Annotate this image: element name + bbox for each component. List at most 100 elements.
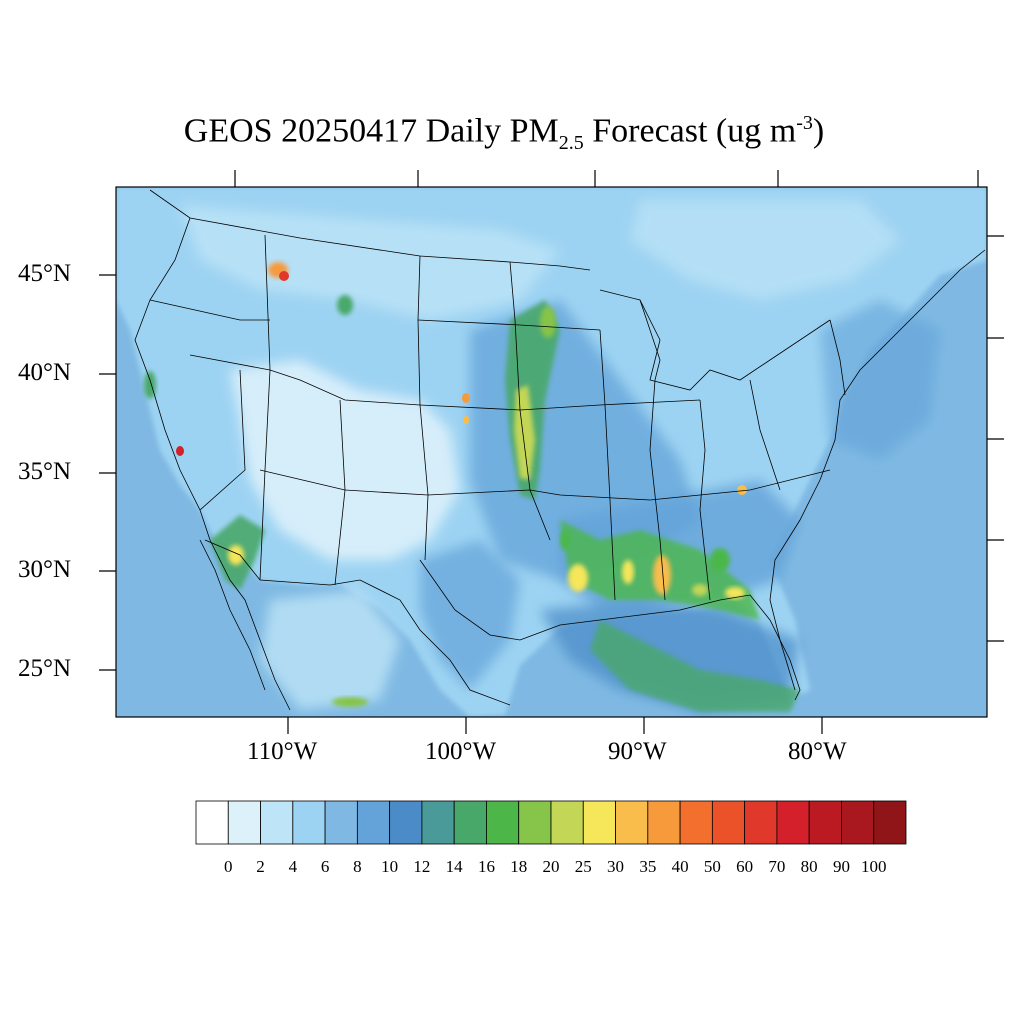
colorbar-box bbox=[776, 800, 810, 845]
colorbar-tick-label: 25 bbox=[574, 857, 592, 876]
colorbar-tick-label: 50 bbox=[703, 857, 721, 876]
colorbar-box bbox=[518, 800, 552, 845]
colorbar-tick-label: 10 bbox=[381, 857, 399, 876]
hotspot-gulf-coast bbox=[692, 584, 708, 596]
low-pm-west bbox=[230, 360, 460, 560]
colorbar-tick-label: 18 bbox=[510, 857, 528, 876]
hotspot-mississippi bbox=[622, 560, 634, 584]
lon-label-110w: 110°W bbox=[247, 738, 318, 765]
hotspot-arizona bbox=[228, 545, 244, 565]
colorbar-box bbox=[324, 800, 358, 845]
hotspot-nebraska bbox=[462, 393, 470, 403]
colorbar-tick-label: 12 bbox=[413, 857, 431, 876]
colorbar-tick-label: 6 bbox=[320, 857, 330, 876]
colorbar-box bbox=[647, 800, 681, 845]
hotspot-arkansas bbox=[560, 530, 570, 550]
state-line-13 bbox=[749, 379, 781, 491]
colorbar-tick-label: 8 bbox=[353, 857, 362, 876]
title-subscript: 2.5 bbox=[558, 132, 584, 155]
lat-label-45n: 45°N bbox=[18, 260, 72, 287]
hotspot-georgia bbox=[710, 548, 730, 572]
colorbar-box bbox=[356, 800, 391, 845]
colorbar-box bbox=[389, 800, 423, 845]
hotspot-idaho-2 bbox=[279, 271, 289, 281]
state-line-5 bbox=[509, 261, 551, 541]
smoke-plume-gulf bbox=[590, 620, 800, 712]
state-line-6 bbox=[259, 469, 831, 501]
colorbar-tick-label: 30 bbox=[607, 857, 625, 876]
left-ticks bbox=[99, 274, 116, 671]
lon-label-90w: 90°W bbox=[608, 738, 667, 765]
colorbar-box bbox=[873, 800, 907, 845]
colorbar-box bbox=[679, 800, 713, 845]
colorbar-box bbox=[615, 800, 649, 845]
state-line-9 bbox=[649, 379, 666, 601]
lon-label-100w: 100°W bbox=[425, 738, 497, 765]
baja-coast bbox=[199, 539, 266, 691]
colorbar-box bbox=[227, 800, 261, 845]
lat-label-40n: 40°N bbox=[18, 359, 72, 386]
mid-pm-texas bbox=[420, 540, 520, 690]
colorbar-box bbox=[582, 800, 616, 845]
title-text: GEOS 20250417 Daily PM bbox=[183, 112, 559, 150]
colorbar-box bbox=[841, 800, 875, 845]
colorbar-box bbox=[550, 800, 584, 845]
hotspot-wyoming bbox=[337, 295, 353, 315]
hotspot-sierra bbox=[144, 371, 156, 399]
colorbar-box bbox=[260, 800, 294, 845]
smoke-plume-plains-core bbox=[514, 385, 535, 480]
hotspot-tennessee bbox=[737, 485, 747, 495]
low-pm-mexico bbox=[260, 590, 400, 710]
title-superscript: -3 bbox=[796, 112, 813, 134]
lon-label-80w: 80°W bbox=[788, 738, 847, 765]
state-line-14 bbox=[829, 319, 846, 396]
state-line-11 bbox=[149, 299, 270, 321]
colorbar-tick-label: 14 bbox=[445, 857, 463, 876]
hotspot-iowa bbox=[540, 306, 556, 338]
lat-label-35n: 35°N bbox=[18, 458, 72, 485]
colorbar-tick-label: 100 bbox=[860, 857, 887, 876]
colorbar-boxes bbox=[195, 800, 907, 845]
lat-label-30n: 30°N bbox=[18, 556, 72, 583]
colorbar-tick-label: 70 bbox=[768, 857, 786, 876]
colorbar-tick-label: 40 bbox=[671, 857, 689, 876]
colorbar-box bbox=[744, 800, 778, 845]
title-units-text: Forecast (ug m bbox=[583, 112, 797, 150]
state-line-7 bbox=[417, 319, 601, 331]
state-line-8 bbox=[599, 329, 616, 601]
colorbar-tick-label: 90 bbox=[832, 857, 850, 876]
mid-pm-eastcoast bbox=[820, 300, 940, 460]
state-line-4 bbox=[417, 255, 429, 561]
colorbar-box bbox=[421, 800, 455, 845]
state-line-1 bbox=[189, 354, 701, 411]
gulf-coast bbox=[419, 559, 801, 701]
colorbar-tick-label: 0 bbox=[224, 857, 233, 876]
hotspot-california bbox=[176, 446, 184, 456]
map-title: GEOS 20250417 Daily PM2.5 Forecast (ug m… bbox=[0, 112, 1024, 155]
title-suffix: ) bbox=[812, 112, 825, 150]
colorbar-tick-label: 60 bbox=[736, 857, 754, 876]
colorbar-box bbox=[808, 800, 842, 845]
coastline-west bbox=[134, 217, 291, 711]
lat-label-25n: 25°N bbox=[18, 655, 72, 682]
colorbar-tick-label: 16 bbox=[477, 857, 495, 876]
hotspot-kansas bbox=[463, 416, 469, 424]
low-pm-northeast bbox=[630, 200, 900, 300]
map-frame bbox=[115, 186, 988, 718]
political-borders bbox=[134, 189, 986, 711]
right-ticks bbox=[987, 235, 1004, 642]
colorbar-tick-label: 80 bbox=[800, 857, 818, 876]
colorbar-box bbox=[292, 800, 326, 845]
colorbar-box bbox=[486, 800, 520, 845]
colorbar-tick-label: 2 bbox=[256, 857, 265, 876]
state-line-12 bbox=[199, 369, 246, 511]
colorbar-box bbox=[711, 800, 746, 845]
colorbar-tick-label: 35 bbox=[639, 857, 657, 876]
colorbar-box bbox=[195, 800, 229, 845]
us-mexico-west bbox=[204, 539, 331, 586]
bottom-ticks bbox=[287, 717, 823, 734]
top-ticks bbox=[234, 170, 979, 187]
hotspot-alabama bbox=[653, 555, 671, 595]
colorbar-tick-label: 20 bbox=[542, 857, 560, 876]
